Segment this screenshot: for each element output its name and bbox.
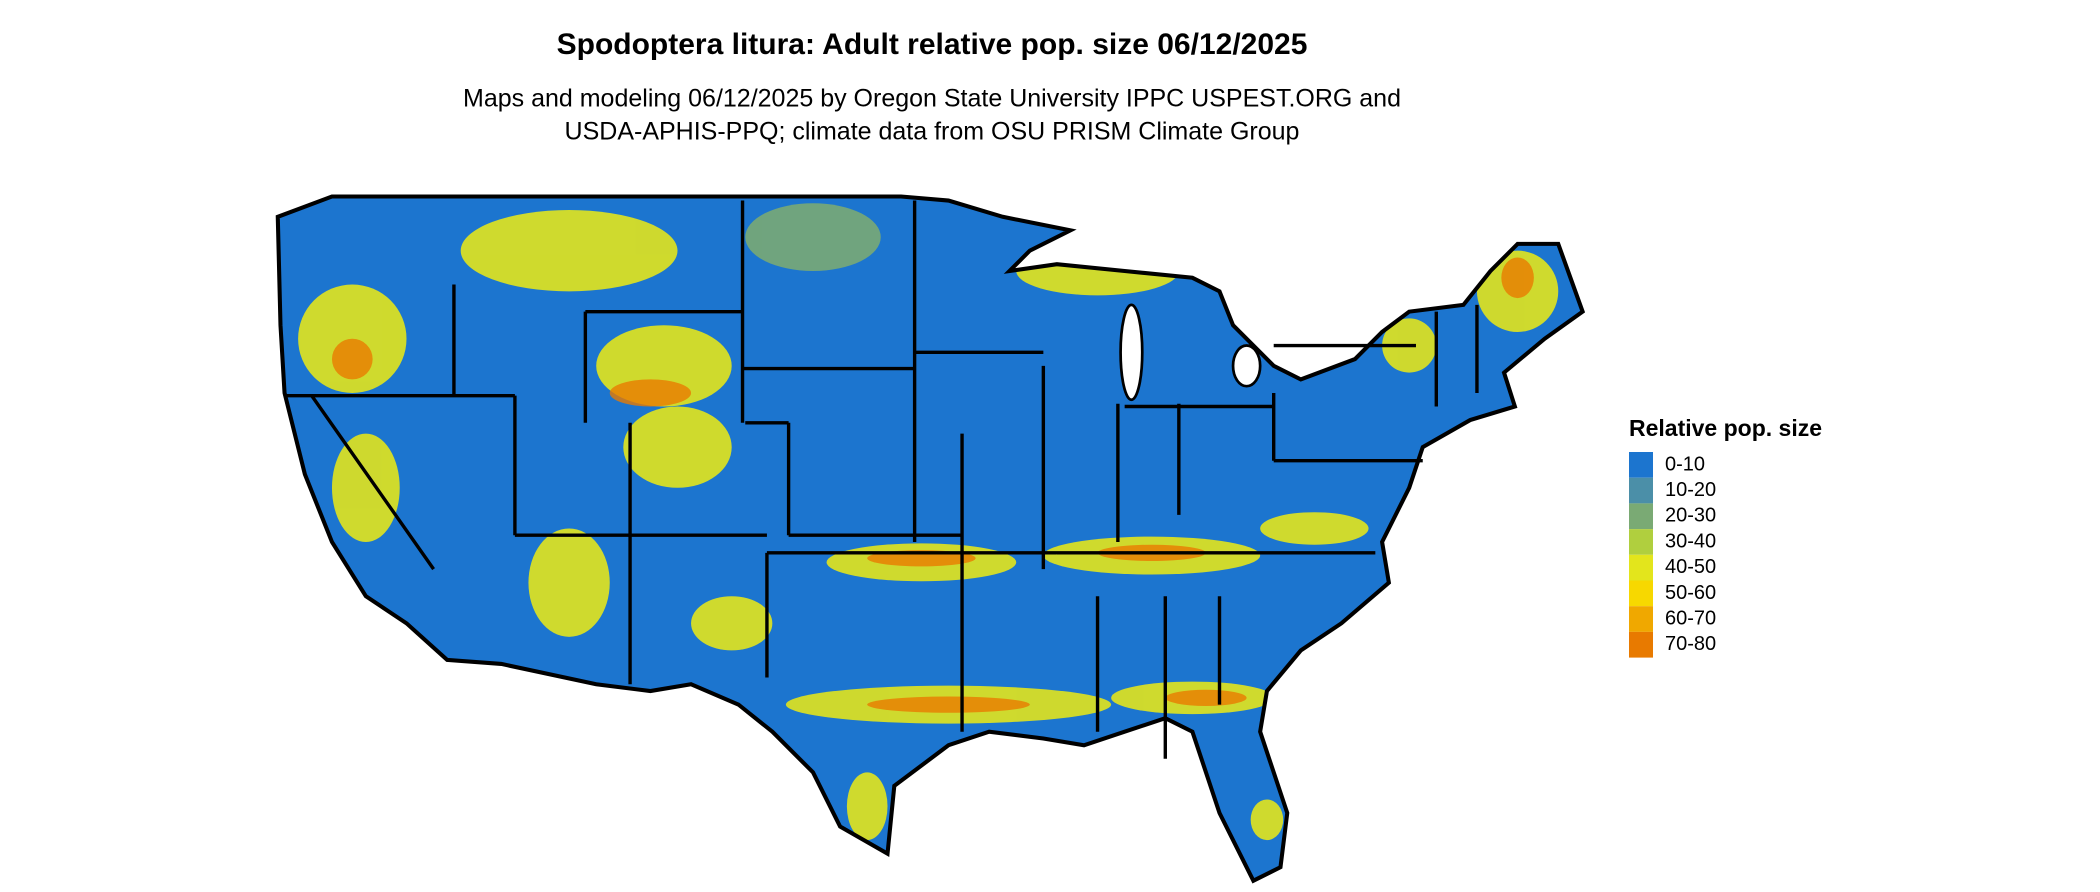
legend-swatch — [1629, 606, 1653, 632]
legend-swatch — [1629, 529, 1653, 555]
map-subtitle: USDA-APHIS-PPQ; climate data from OSU PR… — [565, 118, 1300, 146]
legend-swatch — [1629, 503, 1653, 530]
map-subtitle: Maps and modeling 06/12/2025 by Oregon S… — [463, 85, 1401, 113]
us-map — [275, 194, 1586, 884]
legend: 0-10 10-20 20-30 30-40 40-50 50-60 60-70 70-80 — [1629, 452, 1716, 658]
legend-label: 20-30 — [1665, 505, 1716, 527]
legend-swatch — [1629, 554, 1653, 581]
legend-label: 50-60 — [1665, 582, 1716, 604]
legend-swatch — [1629, 631, 1653, 658]
legend-label: 0-10 — [1665, 453, 1705, 475]
legend-title: Relative pop. size — [1629, 415, 1822, 441]
legend-label: 70-80 — [1665, 633, 1716, 655]
legend-label: 40-50 — [1665, 556, 1716, 578]
legend-label: 10-20 — [1665, 479, 1716, 501]
legend-swatch — [1629, 477, 1653, 504]
legend-label: 60-70 — [1665, 607, 1716, 629]
legend-swatch — [1629, 452, 1653, 478]
map-title: Spodoptera litura: Adult relative pop. s… — [557, 28, 1308, 61]
legend-swatch — [1629, 580, 1653, 607]
legend-label: 30-40 — [1665, 530, 1716, 552]
